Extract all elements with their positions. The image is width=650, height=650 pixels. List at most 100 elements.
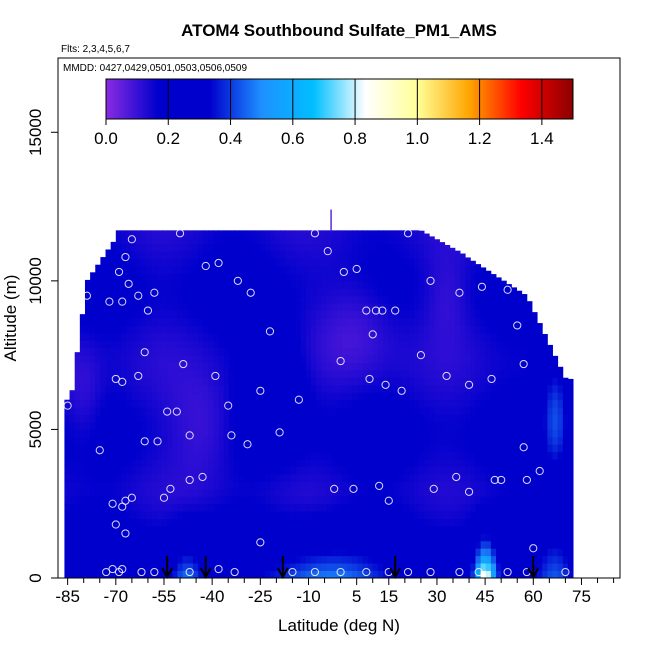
heat-cell — [316, 459, 322, 467]
heat-cell — [244, 332, 250, 341]
heat-cell — [198, 540, 204, 549]
heat-cell — [300, 370, 307, 378]
heat-cell — [264, 295, 271, 304]
heat-cell — [239, 288, 245, 297]
heat-cell — [172, 533, 178, 542]
heat-cell — [285, 459, 291, 467]
heat-cell — [352, 533, 358, 542]
heat-cell — [172, 251, 178, 259]
heat-cell — [341, 503, 348, 512]
heat-cell — [79, 429, 86, 438]
heat-cell — [300, 526, 307, 534]
heat-cell — [367, 444, 374, 453]
heat-cell — [203, 303, 209, 311]
heat-cell — [249, 407, 255, 415]
heat-cell — [300, 362, 307, 371]
heat-cell — [454, 459, 461, 467]
heat-cell — [300, 243, 307, 252]
heat-cell — [454, 266, 461, 274]
heat-cell — [506, 303, 512, 311]
heat-cell — [156, 526, 163, 534]
heat-cell — [285, 511, 291, 519]
heat-cell — [249, 243, 255, 252]
heat-cell — [449, 548, 456, 557]
heat-cell — [254, 399, 261, 408]
heat-cell — [110, 466, 117, 475]
heat-cell — [115, 488, 122, 497]
heat-cell — [532, 332, 538, 341]
heat-cell — [398, 392, 404, 401]
heat-cell — [228, 310, 235, 319]
heat-cell — [506, 355, 512, 363]
heat-cell — [131, 303, 137, 311]
heat-cell — [151, 280, 158, 289]
heat-cell — [218, 399, 225, 408]
heat-cell — [326, 310, 333, 319]
heat-cell — [372, 548, 379, 557]
x-tick-label: 75 — [572, 587, 591, 606]
heat-cell — [131, 511, 137, 519]
sample-point — [352, 264, 361, 274]
heat-cell — [223, 355, 230, 363]
heat-cell — [208, 347, 214, 356]
heat-cell — [490, 414, 497, 423]
heat-cell — [480, 332, 487, 341]
heat-cell — [115, 511, 122, 519]
heat-cell — [120, 518, 127, 527]
heat-cell — [501, 288, 507, 297]
heat-cell — [311, 488, 317, 497]
heat-cell — [418, 429, 425, 438]
heat-cell — [259, 555, 266, 564]
heat-cell — [110, 318, 117, 326]
heat-cell — [460, 253, 466, 259]
heat-cell — [341, 251, 348, 259]
heat-cell — [198, 280, 204, 289]
heat-cell — [511, 422, 517, 430]
heat-cell — [120, 230, 127, 237]
heat-cell — [460, 429, 466, 438]
heat-cell — [352, 555, 358, 564]
heat-cell — [311, 444, 317, 453]
heat-cell — [444, 548, 451, 557]
heat-cell — [198, 451, 204, 460]
heat-cell — [516, 518, 523, 527]
heat-cell — [300, 474, 307, 482]
heat-cell — [192, 266, 199, 274]
heat-cell — [388, 355, 394, 363]
heat-cell — [377, 340, 384, 349]
heat-cell — [331, 436, 338, 445]
heat-cell — [213, 518, 219, 527]
heat-cell — [372, 236, 379, 245]
heat-cell — [408, 459, 415, 467]
heat-cell — [362, 318, 368, 326]
heat-cell — [398, 414, 404, 423]
heat-cell — [501, 422, 507, 430]
sample-point — [513, 321, 522, 330]
heat-cell — [398, 444, 404, 453]
heat-cell — [562, 466, 569, 475]
heat-cell — [254, 340, 261, 349]
heat-cell — [326, 518, 333, 527]
heat-cell — [321, 280, 327, 289]
heat-cell — [177, 318, 184, 326]
heat-cell — [146, 555, 153, 564]
heat-cell — [120, 540, 127, 549]
heat-cell — [470, 392, 476, 401]
heat-cell — [182, 251, 189, 259]
heat-cell — [352, 280, 358, 289]
heat-cell — [403, 258, 410, 267]
heat-cell — [336, 548, 343, 557]
heat-cell — [372, 474, 379, 482]
heat-cell — [506, 496, 512, 505]
heat-cell — [126, 526, 132, 534]
heat-cell — [131, 392, 137, 401]
heat-cell — [383, 451, 389, 460]
heat-cell — [285, 332, 291, 341]
heat-cell — [167, 503, 173, 512]
heat-cell — [413, 570, 420, 578]
heat-cell — [100, 429, 106, 438]
heat-cell — [372, 488, 379, 497]
heat-cell — [79, 392, 86, 401]
heat-cell — [280, 295, 286, 304]
heat-cell — [413, 355, 420, 363]
